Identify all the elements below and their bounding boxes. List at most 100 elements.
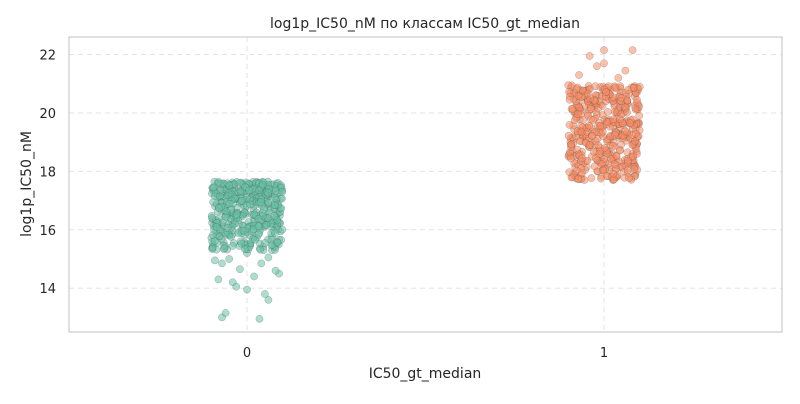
data-point bbox=[609, 115, 618, 124]
data-point bbox=[243, 285, 251, 294]
data-point bbox=[212, 223, 221, 231]
data-point bbox=[574, 174, 582, 183]
data-point bbox=[602, 88, 610, 97]
data-point bbox=[578, 169, 586, 177]
data-point bbox=[255, 186, 263, 195]
data-point bbox=[568, 104, 577, 113]
data-point bbox=[264, 296, 273, 304]
data-point bbox=[209, 183, 218, 192]
data-point bbox=[264, 189, 272, 197]
data-point bbox=[615, 146, 624, 155]
data-point bbox=[245, 186, 253, 195]
data-point bbox=[587, 174, 596, 182]
data-point bbox=[223, 224, 232, 232]
y-tick-label: 20 bbox=[39, 107, 56, 122]
data-point bbox=[256, 198, 265, 206]
data-point bbox=[218, 259, 226, 268]
data-point bbox=[208, 245, 217, 253]
data-point bbox=[233, 210, 241, 219]
data-point bbox=[590, 162, 599, 171]
data-point bbox=[614, 74, 623, 82]
data-point bbox=[610, 107, 619, 116]
data-point bbox=[258, 180, 267, 189]
data-point bbox=[278, 225, 287, 234]
data-point bbox=[565, 168, 574, 177]
data-point bbox=[225, 255, 234, 263]
x-tick-label: 0 bbox=[243, 346, 251, 361]
data-point bbox=[565, 95, 574, 104]
data-point bbox=[600, 46, 608, 54]
data-point bbox=[574, 110, 582, 118]
data-point bbox=[635, 82, 644, 91]
data-point bbox=[628, 152, 637, 161]
data-point bbox=[238, 196, 246, 205]
data-point bbox=[264, 253, 273, 262]
data-point bbox=[215, 204, 223, 212]
data-point bbox=[597, 174, 605, 183]
data-point bbox=[245, 194, 254, 203]
data-point bbox=[236, 186, 245, 195]
data-point bbox=[278, 188, 287, 196]
data-point bbox=[254, 222, 263, 230]
y-tick-label: 16 bbox=[39, 224, 56, 239]
data-point bbox=[593, 62, 601, 71]
data-point bbox=[587, 105, 595, 113]
data-point bbox=[564, 131, 573, 140]
data-point bbox=[591, 154, 600, 163]
data-point bbox=[270, 212, 279, 220]
data-point bbox=[222, 207, 231, 216]
data-point bbox=[225, 181, 234, 190]
y-axis-label: log1p_IC50_nM bbox=[19, 131, 35, 237]
data-point bbox=[621, 127, 629, 136]
data-point bbox=[251, 235, 259, 244]
data-point bbox=[596, 122, 605, 130]
data-point bbox=[625, 174, 633, 182]
data-point bbox=[635, 111, 644, 120]
data-point bbox=[254, 214, 263, 223]
data-point bbox=[232, 282, 241, 291]
data-point bbox=[626, 119, 634, 127]
chart-title: log1p_IC50_nM по классам IC50_gt_median bbox=[270, 16, 580, 32]
data-point bbox=[610, 160, 619, 168]
x-axis-label: IC50_gt_median bbox=[369, 366, 482, 382]
data-point bbox=[208, 214, 216, 222]
data-point bbox=[214, 275, 223, 284]
data-point bbox=[623, 96, 632, 105]
data-point bbox=[270, 201, 279, 210]
data-point bbox=[600, 144, 609, 152]
data-point bbox=[250, 272, 258, 281]
data-point bbox=[261, 290, 269, 298]
data-point bbox=[585, 141, 594, 149]
data-point bbox=[255, 315, 264, 323]
grid bbox=[69, 37, 782, 332]
data-point bbox=[221, 309, 230, 317]
data-point bbox=[594, 141, 603, 150]
data-point bbox=[259, 205, 268, 214]
data-point bbox=[612, 152, 621, 160]
data-point bbox=[623, 166, 632, 175]
data-point bbox=[575, 103, 583, 112]
data-point bbox=[574, 92, 583, 100]
data-point bbox=[623, 108, 631, 117]
data-point bbox=[257, 259, 266, 268]
data-point bbox=[256, 245, 265, 254]
data-point bbox=[239, 226, 248, 235]
data-point bbox=[588, 132, 597, 140]
data-point bbox=[564, 81, 573, 90]
data-point bbox=[578, 154, 586, 163]
data-point bbox=[621, 66, 630, 75]
data-point bbox=[214, 178, 223, 186]
data-point bbox=[237, 239, 246, 248]
data-point bbox=[628, 46, 637, 54]
x-tick-label: 1 bbox=[600, 346, 608, 361]
data-point bbox=[254, 230, 263, 239]
data-point bbox=[609, 169, 618, 178]
data-point bbox=[583, 89, 592, 98]
data-point bbox=[567, 140, 576, 149]
data-point bbox=[220, 244, 229, 253]
data-point bbox=[271, 229, 279, 237]
data-point bbox=[565, 121, 574, 129]
data-point bbox=[615, 115, 624, 124]
